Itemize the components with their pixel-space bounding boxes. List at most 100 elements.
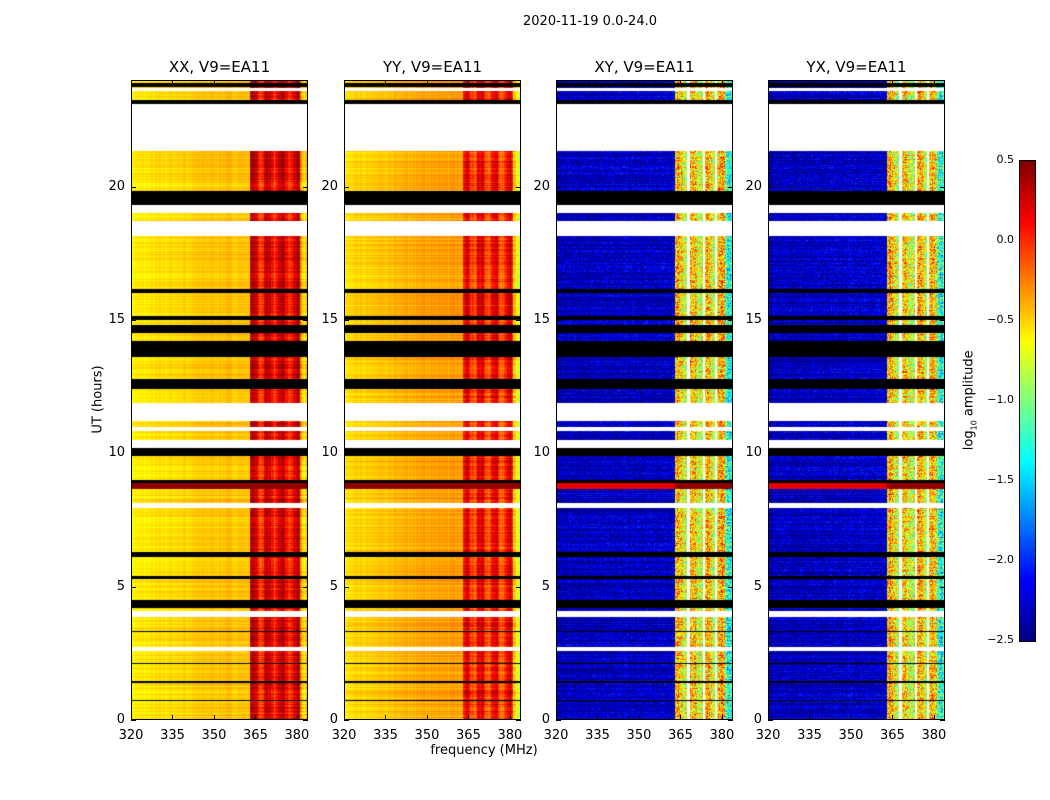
y-tick-label: 15 — [108, 312, 125, 327]
y-tick-mark — [303, 453, 308, 455]
x-tick-label: 320 — [331, 728, 357, 743]
y-tick-mark — [768, 186, 773, 188]
y-tick-mark — [728, 186, 733, 188]
y-tick-mark — [940, 186, 945, 188]
x-tick-mark — [597, 715, 599, 720]
plot-frame — [131, 80, 308, 720]
y-tick-mark — [131, 586, 136, 588]
x-tick-label: 335 — [160, 728, 185, 743]
y-tick-label: 10 — [745, 445, 762, 461]
y-tick-mark — [768, 720, 773, 721]
colorbar-tick-label: −1.5 — [987, 473, 1014, 486]
y-tick-mark — [516, 320, 521, 321]
y-tick-mark — [344, 720, 349, 721]
heatmap-yx — [768, 80, 945, 720]
x-tick-label: 320 — [118, 728, 144, 743]
x-tick-mark — [509, 80, 511, 85]
y-tick-mark — [131, 186, 136, 188]
y-tick-label: 20 — [745, 178, 762, 194]
y-tick-label: 0 — [541, 712, 550, 727]
y-tick-label: 5 — [541, 578, 550, 594]
panel-xx: XX, V9=EA11 320 335 350 365 380 0 5 10 15 20 — [108, 58, 309, 743]
x-tick-mark — [809, 715, 811, 720]
panel-title: YX, V9=EA11 — [806, 58, 907, 76]
y-tick-mark — [728, 320, 733, 321]
x-tick-label: 380 — [497, 728, 523, 743]
x-tick-label: 350 — [201, 728, 227, 743]
x-tick-mark — [385, 80, 387, 85]
x-tick-mark — [385, 715, 387, 720]
x-tick-label: 380 — [709, 728, 735, 743]
x-tick-mark — [255, 715, 257, 720]
colorbar-label-rest: amplitude — [961, 350, 977, 421]
x-tick-label: 380 — [284, 728, 310, 743]
colorbar-label-sub: 10 — [969, 420, 979, 431]
y-tick-label: 20 — [533, 178, 550, 194]
x-tick-mark — [131, 80, 132, 85]
y-tick-mark — [940, 320, 945, 321]
y-tick-mark — [768, 320, 773, 321]
x-tick-mark — [255, 80, 257, 85]
x-tick-mark — [426, 80, 428, 85]
y-tick-mark — [303, 320, 308, 321]
plot-frame — [344, 80, 521, 720]
x-tick-mark — [850, 80, 852, 85]
x-axis-label: frequency (MHz) — [430, 743, 538, 758]
x-tick-mark — [131, 715, 132, 720]
y-tick-label: 15 — [533, 312, 550, 327]
y-tick-label: 20 — [321, 178, 338, 194]
x-tick-mark — [721, 80, 723, 85]
x-tick-mark — [768, 715, 769, 720]
x-tick-label: 380 — [921, 728, 947, 743]
x-tick-mark — [809, 80, 811, 85]
x-tick-label: 365 — [243, 728, 268, 743]
y-tick-mark — [728, 453, 733, 455]
x-tick-mark — [680, 715, 682, 720]
x-tick-mark — [213, 715, 215, 720]
x-tick-mark — [296, 715, 298, 720]
x-tick-label: 365 — [456, 728, 481, 743]
y-tick-mark — [344, 320, 349, 321]
x-tick-mark — [468, 715, 470, 720]
x-tick-label: 350 — [626, 728, 652, 743]
x-tick-mark — [680, 80, 682, 85]
x-tick-mark — [344, 715, 345, 720]
colorbar — [1019, 160, 1036, 642]
x-tick-mark — [892, 80, 894, 85]
y-tick-mark — [344, 186, 349, 188]
y-tick-mark — [728, 720, 733, 721]
heatmap-xy — [556, 80, 733, 720]
y-tick-mark — [516, 453, 521, 455]
colorbar-label-log: log — [961, 430, 977, 451]
y-tick-mark — [131, 320, 136, 321]
plot-frame — [768, 80, 945, 720]
colorbar-tick-label: 0.0 — [996, 233, 1015, 246]
y-tick-mark — [516, 720, 521, 721]
x-tick-mark — [344, 80, 345, 85]
x-tick-mark — [768, 80, 769, 85]
colorbar-tick-label: −0.5 — [987, 313, 1014, 326]
panel-title: YY, V9=EA11 — [382, 58, 483, 76]
x-tick-mark — [933, 715, 935, 720]
y-tick-mark — [344, 453, 349, 455]
y-tick-label: 20 — [108, 178, 125, 194]
heatmap-xx — [131, 80, 308, 720]
colorbar-label: log10 amplitude — [962, 340, 979, 460]
x-tick-mark — [892, 715, 894, 720]
y-tick-mark — [556, 320, 561, 321]
y-tick-label: 15 — [321, 312, 338, 327]
x-tick-mark — [172, 715, 174, 720]
y-tick-mark — [940, 586, 945, 588]
heatmap-yy — [344, 80, 521, 720]
y-tick-mark — [131, 720, 136, 721]
x-tick-label: 350 — [414, 728, 440, 743]
y-tick-mark — [303, 186, 308, 188]
x-tick-label: 350 — [838, 728, 864, 743]
y-tick-label: 5 — [329, 578, 338, 594]
y-tick-mark — [303, 586, 308, 588]
y-tick-mark — [556, 453, 561, 455]
x-tick-mark — [556, 715, 557, 720]
x-tick-mark — [638, 715, 640, 720]
x-tick-mark — [556, 80, 557, 85]
